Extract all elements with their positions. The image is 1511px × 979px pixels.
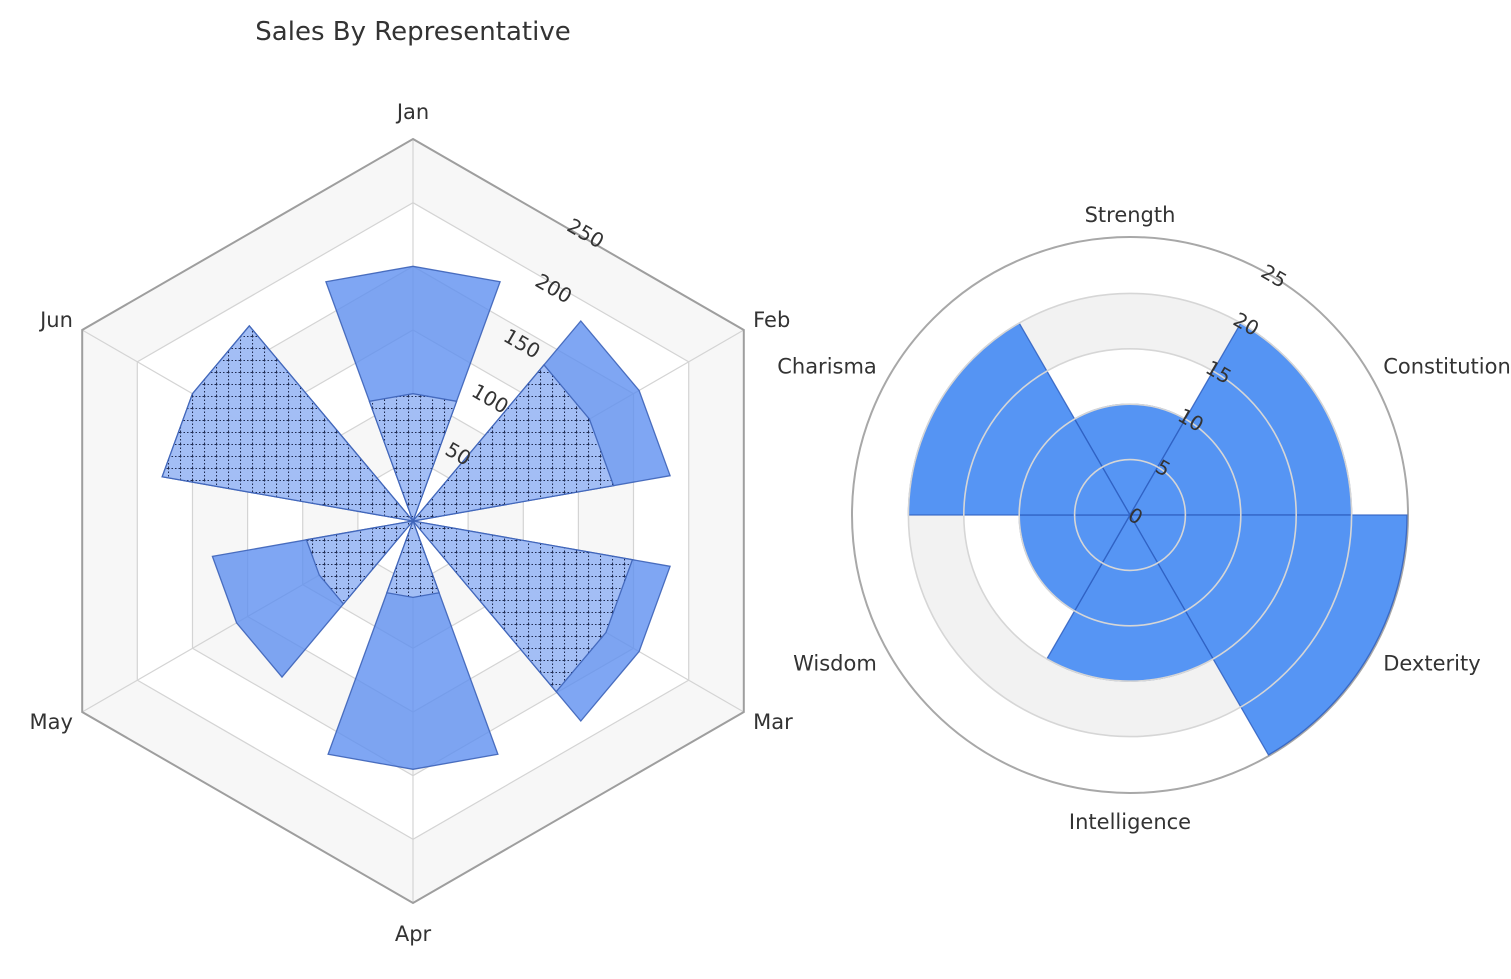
bar-dexterity (1128, 514, 1408, 756)
bar-s1-may (305, 520, 415, 605)
outer-border (851, 236, 1409, 794)
category-label-jun: Jun (38, 308, 73, 332)
category-label-jan: Jan (395, 100, 429, 124)
category-label-mar: Mar (753, 710, 793, 734)
grid-ring-10 (1018, 403, 1242, 627)
grid-ring-20 (907, 292, 1353, 738)
grid-ring-5 (1073, 458, 1187, 572)
bar-s0-apr (327, 519, 499, 770)
category-label-may: May (29, 710, 72, 734)
category-label-dexterity: Dexterity (1383, 652, 1480, 676)
outer-border (81, 137, 745, 905)
category-label-strength: Strength (1085, 203, 1176, 227)
bar-s1-feb (411, 363, 615, 522)
bar-s1-jun (161, 324, 415, 522)
category-label-feb: Feb (753, 308, 790, 332)
category-label-apr: Apr (395, 922, 432, 946)
category-label-constitution: Constitution (1383, 355, 1511, 379)
category-label-wisdom: Wisdom (793, 652, 877, 676)
category-label-charisma: Charisma (777, 355, 877, 379)
category-label-intelligence: Intelligence (1069, 810, 1191, 834)
bar-s1-mar (411, 520, 634, 693)
bar-s1-apr (386, 519, 440, 599)
chart-title: Sales By Representative (255, 17, 570, 47)
grid-ring-15 (962, 347, 1297, 682)
bar-s1-jan (368, 393, 458, 523)
